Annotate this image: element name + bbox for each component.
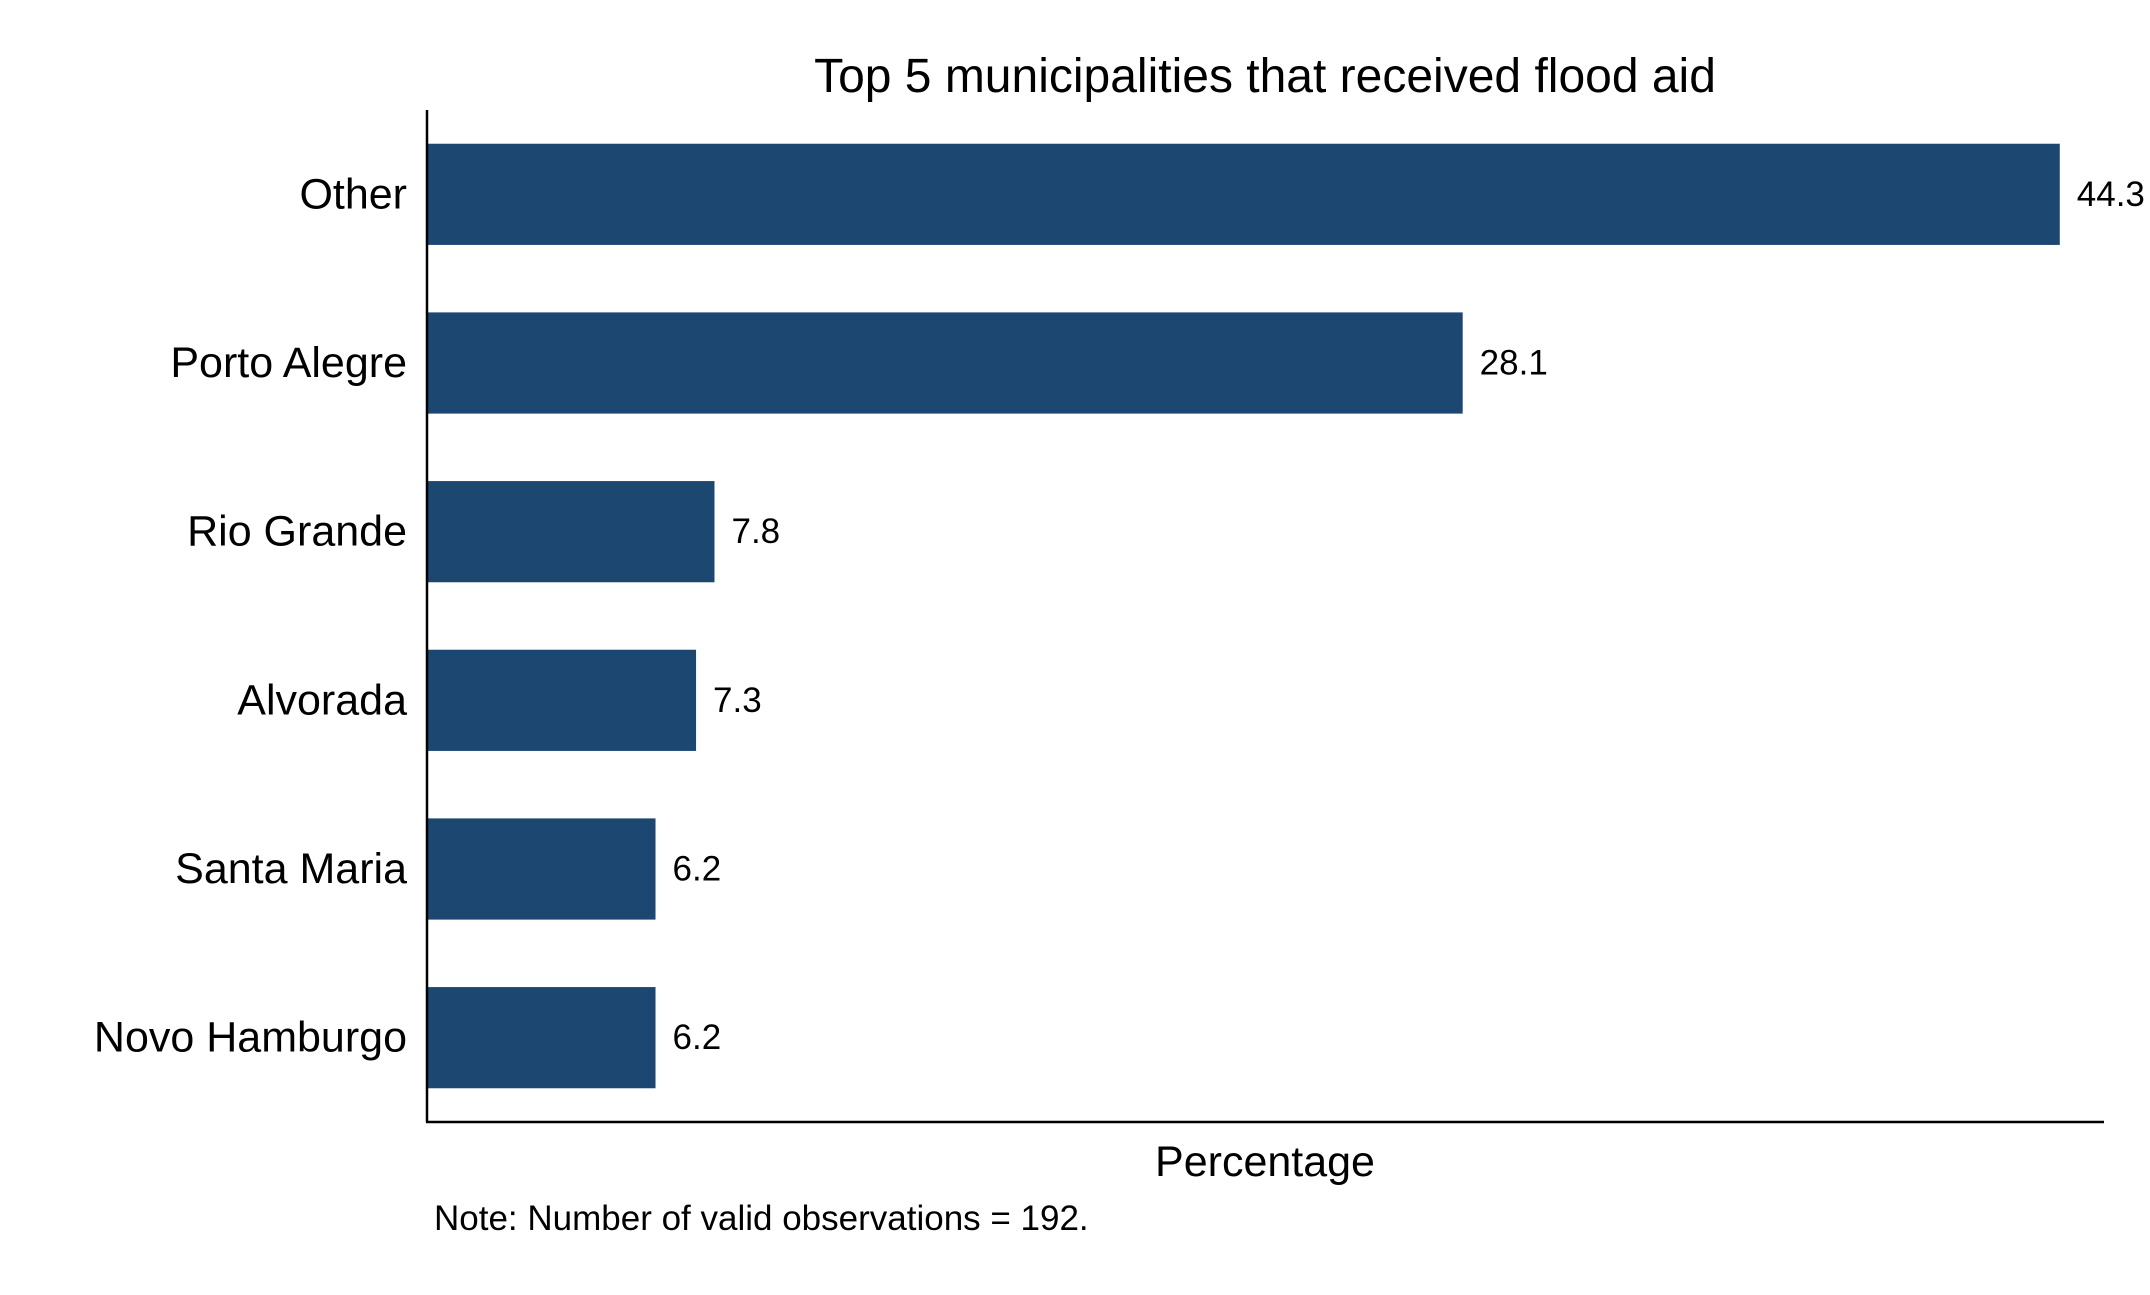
value-label-santa-maria: 6.2	[673, 850, 722, 889]
bar-novo-hamburgo	[427, 987, 656, 1089]
bar-santa-maria	[427, 818, 656, 920]
category-label-other: Other	[299, 170, 407, 218]
x-axis-label: Percentage	[1155, 1138, 1375, 1186]
category-label-santa-maria: Santa Maria	[175, 845, 407, 893]
value-label-rio-grande: 7.8	[731, 512, 780, 551]
category-label-novo-hamburgo: Novo Hamburgo	[94, 1014, 407, 1062]
bar-alvorada	[427, 649, 697, 751]
value-label-novo-hamburgo: 6.2	[673, 1018, 722, 1057]
category-labels: Other Porto Alegre Rio Grande Alvorada Santa…	[94, 170, 407, 1061]
bar-porto-alegre	[427, 312, 1463, 414]
category-label-alvorada: Alvorada	[237, 676, 407, 724]
category-label-rio-grande: Rio Grande	[187, 508, 407, 556]
value-label-porto-alegre: 28.1	[1480, 344, 1548, 383]
value-label-alvorada: 7.3	[713, 681, 762, 720]
chart-title: Top 5 municipalities that received flood…	[814, 50, 1716, 103]
category-label-porto-alegre: Porto Alegre	[170, 339, 407, 387]
value-label-other: 44.3	[2077, 175, 2145, 214]
bar-other	[427, 143, 2060, 245]
bar-rio-grande	[427, 481, 715, 583]
chart-note: Note: Number of valid observations = 192…	[434, 1199, 1089, 1238]
bars-group	[427, 143, 2060, 1089]
value-labels: 44.3 28.1 7.8 7.3 6.2 6.2	[673, 175, 2145, 1057]
